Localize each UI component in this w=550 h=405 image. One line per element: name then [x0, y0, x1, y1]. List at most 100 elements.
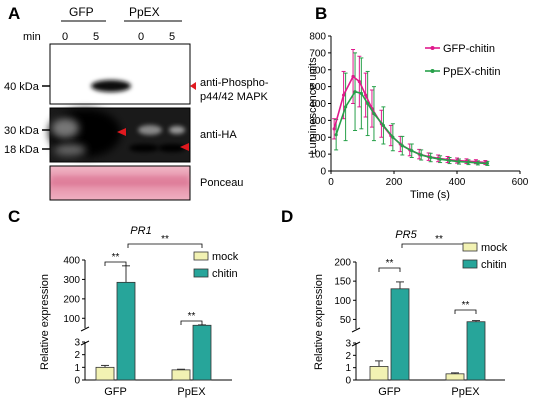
point-PpEX-chitin [447, 158, 452, 163]
time-ppex-0: 0 [138, 31, 144, 43]
title-c: PR1 [130, 225, 151, 237]
legend-label-PpEX-chitin: PpEX-chitin [443, 66, 500, 78]
axes-b: 0 100 200 300 400 500 600 700 800 0 200 400 600 [309, 32, 528, 189]
bar-mock-PpEX [171, 369, 191, 381]
bar-chitin-GFP [116, 281, 136, 381]
category-label-PpEX: PpEX [177, 386, 206, 398]
point-PpEX-chitin [400, 144, 404, 148]
legend-label-GFP-chitin: GFP-chitin [443, 43, 495, 55]
bar-chart-c: 100 200 300 400 0 1 23 GFP PpEX ** ** ** mock chitin [63, 234, 238, 398]
phospho-band [91, 80, 131, 92]
point-PpEX-chitin [466, 160, 471, 164]
marker-30kda: 30 kDa [4, 125, 40, 137]
ytick-label: 150 [334, 277, 351, 288]
ytick-label: 100 [334, 296, 351, 307]
ytick-label-b: 100 [309, 150, 326, 161]
blot-ponceau [49, 165, 191, 201]
panel-letter-c: C [8, 207, 20, 226]
label-ponceau: Ponceau [200, 177, 243, 189]
point-PpEX-chitin [429, 155, 433, 160]
point-PpEX-chitin [366, 101, 370, 106]
label-anti-phospho: anti-Phospho- [200, 77, 269, 89]
significance-bracket-ppex-label: ** [462, 300, 470, 311]
category-label-GFP: GFP [104, 386, 127, 398]
panel-b: B Luminescence units 0 100 200 300 400 500 600… [307, 4, 529, 201]
time-label: min [23, 31, 41, 43]
point-PpEX-chitin [359, 91, 363, 95]
ytick-label-b: 400 [309, 99, 326, 110]
ytick-label: 3 [345, 339, 351, 350]
bar-chitin-PpEX [192, 324, 212, 381]
bar-mock-PpEX [445, 373, 465, 381]
bar-chitin-PpEX [466, 321, 486, 381]
ytick-label: 200 [63, 294, 80, 305]
xlabel-b: Time (s) [410, 189, 450, 201]
arrow-ha-18 [180, 143, 189, 151]
bar-chitin-GFP [390, 288, 410, 381]
series-lines-b [332, 74, 489, 166]
significance-bracket-gfp [378, 267, 401, 272]
point-PpEX-chitin [372, 112, 376, 116]
arrow-phospho [190, 82, 196, 90]
ytick-label: 3 [74, 338, 80, 349]
significance-bracket-chitin-label: ** [435, 234, 443, 245]
ylabel-c: Relative expression [39, 274, 51, 370]
point-PpEX-chitin [334, 133, 338, 137]
point-PpEX-chitin [391, 135, 395, 139]
blot-anti-ha [49, 107, 191, 163]
ytick-label: 400 [63, 256, 80, 267]
significance-bracket-ppex [180, 320, 203, 325]
xtick-label-b: 0 [328, 177, 334, 188]
axis-break-mark [80, 340, 90, 346]
legend-label-chitin: chitin [481, 259, 507, 271]
ytick-label-b: 200 [309, 133, 326, 144]
condition-label-gfp: GFP [69, 5, 94, 19]
bar-mock-GFP [369, 366, 389, 381]
panel-c: C PR1 Relative expression 10020030040001… [8, 207, 239, 398]
legend-marker-PpEX-chitin [430, 69, 435, 73]
panel-letter-b: B [315, 4, 327, 23]
ytick-label-b: 0 [320, 167, 326, 178]
ytick-label-b: 300 [309, 116, 326, 127]
ylabel-b: Luminescence units [307, 57, 319, 155]
point-PpEX-chitin [381, 123, 385, 128]
axis-break-mark [351, 327, 361, 333]
point-GFP-chitin [332, 127, 336, 131]
ytick-label-b: 500 [309, 82, 326, 93]
ytick-label: 1 [74, 363, 80, 374]
ytick-label-b: 600 [309, 65, 326, 76]
point-GFP-chitin [364, 93, 368, 97]
point-PpEX-chitin [457, 159, 461, 164]
ytick-label-b: 700 [309, 48, 326, 59]
ytick-label: 2 [74, 350, 80, 361]
significance-bracket-gfp-label: ** [386, 258, 394, 269]
bar-chart-d: 50 100 150 200 0 123 GFP PpEX ** ** ** mock chitin [334, 234, 507, 398]
ytick-label: 0 [345, 376, 351, 387]
point-PpEX-chitin [410, 149, 414, 153]
ytick-label: 200 [334, 258, 351, 269]
legend-marker-GFP-chitin [430, 46, 435, 50]
blot-phospho-mapk [49, 43, 191, 105]
significance-bracket-chitin-label: ** [161, 234, 169, 245]
point-PpEX-chitin [438, 157, 442, 161]
marker-18kda: 18 kDa [4, 144, 40, 156]
point-PpEX-chitin [419, 153, 423, 157]
ytick-label: 2 [345, 351, 351, 362]
significance-bracket-ppex [454, 309, 477, 314]
significance-bracket-gfp [104, 261, 127, 266]
label-anti-ha: anti-HA [200, 129, 237, 141]
legend-swatch-chitin [193, 268, 209, 278]
legend-label-mock: mock [212, 251, 239, 263]
legend-b: GFP-chitin PpEX-chitin [425, 43, 500, 78]
title-d: PR5 [395, 229, 417, 241]
time-ppex-5: 5 [169, 31, 175, 43]
axis-break-mark [80, 326, 90, 332]
time-gfp-5: 5 [93, 31, 99, 43]
xtick-label-b: 600 [512, 177, 529, 188]
significance-bracket-gfp-label: ** [112, 252, 120, 263]
legend-swatch-chitin [462, 259, 478, 269]
condition-label-ppex: PpEX [129, 5, 160, 19]
category-label-GFP: GFP [378, 386, 401, 398]
point-PpEX-chitin [485, 161, 489, 166]
